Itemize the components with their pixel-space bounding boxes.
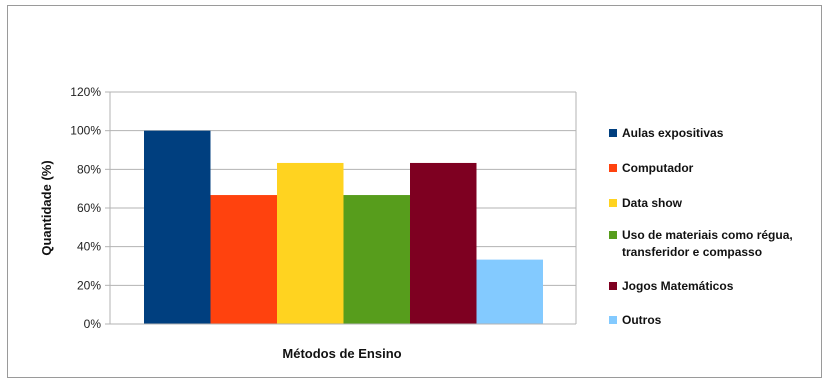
legend-label: Computador xyxy=(622,161,694,175)
y-axis-ticks: 0% 20% 40% 60% 80% 100% 120% xyxy=(70,85,110,331)
bar xyxy=(210,195,277,324)
legend-swatch xyxy=(609,164,617,172)
legend-swatch xyxy=(609,282,617,290)
y-tick-label: 80% xyxy=(77,162,101,176)
legend-label: Aulas expositivas xyxy=(622,126,724,140)
legend-item: Jogos Matemáticos xyxy=(609,279,734,293)
legend-item: Computador xyxy=(609,161,694,175)
legend-item: Aulas expositivas xyxy=(609,126,724,140)
bars xyxy=(144,130,543,324)
legend-label: Uso de materiais como régua, xyxy=(622,228,793,242)
legend-swatch xyxy=(609,199,617,207)
legend-swatch xyxy=(609,129,617,137)
y-tick-label: 20% xyxy=(77,278,101,292)
bar xyxy=(343,195,410,324)
y-tick-label: 40% xyxy=(77,240,101,254)
legend: Aulas expositivas Computador Data show Uso … xyxy=(609,126,793,327)
legend-label: transferidor e compasso xyxy=(622,245,762,259)
y-tick-label: 120% xyxy=(70,85,101,99)
bar xyxy=(476,259,543,324)
bar xyxy=(410,162,477,324)
legend-item: Outros xyxy=(609,313,662,327)
legend-item: Uso de materiais como régua, transferidor… xyxy=(609,228,793,259)
x-axis-label: Métodos de Ensino xyxy=(282,346,401,361)
legend-swatch xyxy=(609,316,617,324)
legend-label: Data show xyxy=(622,196,683,210)
bar xyxy=(144,130,211,324)
bar xyxy=(277,162,344,324)
legend-label: Jogos Matemáticos xyxy=(622,279,734,293)
y-axis-label: Quantidade (%) xyxy=(39,160,54,255)
legend-item: Data show xyxy=(609,196,683,210)
y-tick-label: 100% xyxy=(70,124,101,138)
y-tick-label: 60% xyxy=(77,201,101,215)
y-tick-label: 0% xyxy=(84,317,102,331)
legend-swatch xyxy=(609,231,617,239)
legend-label: Outros xyxy=(622,313,662,327)
